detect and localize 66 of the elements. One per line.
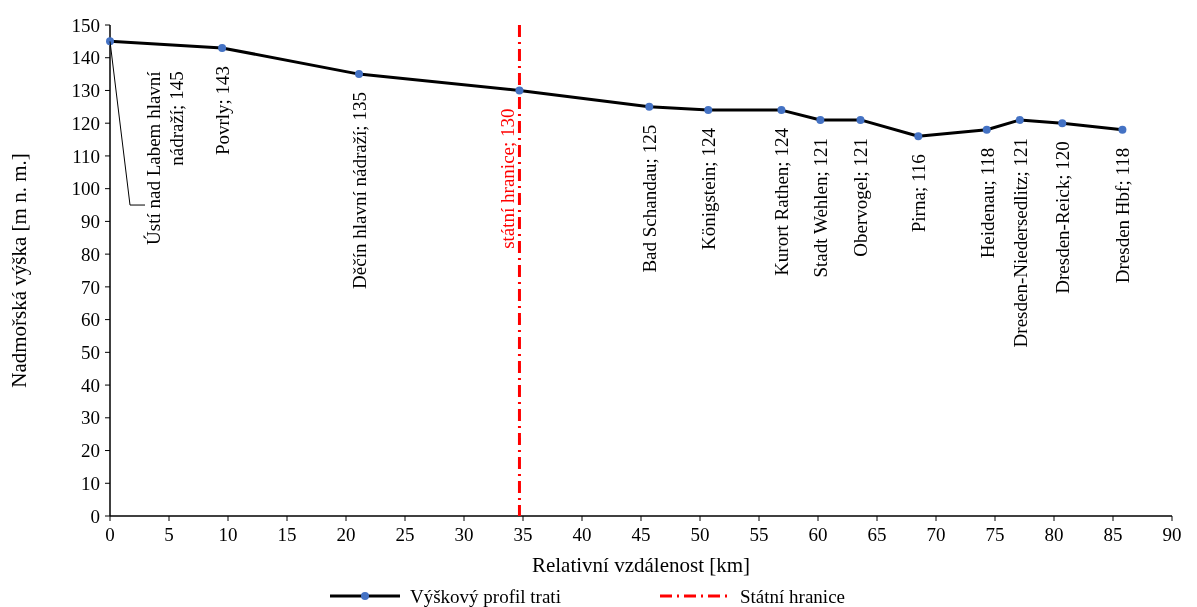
x-tick-label: 5 <box>164 524 174 545</box>
x-tick-label: 15 <box>277 524 297 545</box>
y-tick-label: 0 <box>90 505 100 527</box>
point <box>704 106 713 115</box>
point <box>777 106 786 115</box>
data-label: Dresden-Niedersedlitz; 121 <box>1009 137 1031 348</box>
point <box>816 115 825 124</box>
x-tick-label: 75 <box>985 524 1005 545</box>
y-tick-label: 70 <box>81 276 100 298</box>
point <box>645 102 654 111</box>
data-label: Pirna; 116 <box>908 154 930 233</box>
y-tick-label: 10 <box>81 472 100 494</box>
y-tick-label: 140 <box>71 47 100 69</box>
data-label: Děčín hlavní nádraží; 135 <box>348 92 370 289</box>
point <box>515 86 524 95</box>
y-tick-label: 110 <box>72 145 100 167</box>
data-label: Ústí nad Labem hlavní nádraží; 145 <box>143 70 187 245</box>
point <box>1118 125 1127 134</box>
x-tick-label: 55 <box>749 524 769 545</box>
x-tick-label: 85 <box>1103 524 1123 545</box>
x-tick-label: 30 <box>454 524 474 545</box>
legend-label: Státní hranice <box>740 585 845 607</box>
point <box>914 132 923 141</box>
data-label: Stadt Wehlen; 121 <box>810 137 832 278</box>
y-tick-label: 30 <box>81 407 100 429</box>
y-tick-label: 130 <box>71 80 100 102</box>
y-tick-label: 50 <box>81 341 100 363</box>
y-tick-label: 90 <box>81 211 100 233</box>
point <box>218 43 227 52</box>
y-tick-label: 150 <box>71 14 100 36</box>
y-tick-label: 40 <box>81 374 100 396</box>
legend-label: Výškový profil trati <box>410 585 561 607</box>
data-label: Heidenau; 118 <box>976 147 998 259</box>
data-label: Obervogel; 121 <box>850 137 872 257</box>
data-label: Kurort Rathen; 124 <box>771 127 793 276</box>
point <box>1058 119 1067 128</box>
point <box>1015 115 1024 124</box>
x-tick-label: 90 <box>1162 524 1182 545</box>
x-tick-label: 25 <box>395 524 415 545</box>
x-tick-label: 70 <box>926 524 946 545</box>
data-label: Bad Schandau; 125 <box>639 124 661 273</box>
y-tick-label: 20 <box>81 440 100 462</box>
x-axis-title: Relativní vzdálenost [km] <box>531 553 751 577</box>
y-axis-title: Nadmořská výška [m n. m.] <box>7 153 31 388</box>
x-tick-label: 0 <box>105 524 115 545</box>
data-label: Povrly; 143 <box>212 65 234 156</box>
x-tick-label: 20 <box>336 524 356 545</box>
data-label: Dresden Hbf; 118 <box>1112 147 1134 284</box>
data-label: Dresden-Reick; 120 <box>1052 141 1074 294</box>
y-tick-label: 80 <box>81 243 100 265</box>
point <box>856 115 865 124</box>
x-tick-label: 60 <box>808 524 828 545</box>
x-tick-label: 50 <box>690 524 710 545</box>
y-tick-label: 60 <box>81 309 100 331</box>
y-tick-label: 100 <box>71 178 100 200</box>
x-tick-label: 10 <box>218 524 238 545</box>
y-tick-label: 120 <box>71 112 100 134</box>
x-tick-label: 40 <box>572 524 592 545</box>
point <box>982 125 991 134</box>
data-label: státní hranice; 130 <box>497 108 519 249</box>
x-tick-label: 65 <box>867 524 887 545</box>
data-label: Königstein; 124 <box>698 127 720 251</box>
point <box>354 70 363 79</box>
x-tick-label: 80 <box>1044 524 1064 545</box>
x-tick-label: 45 <box>631 524 651 545</box>
x-tick-label: 35 <box>513 524 533 545</box>
